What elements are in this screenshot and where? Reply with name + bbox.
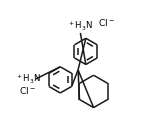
Text: $\mathdefault{Cl^-}$: $\mathdefault{Cl^-}$ xyxy=(19,85,35,96)
Text: $\mathdefault{{}^+H_3N}$: $\mathdefault{{}^+H_3N}$ xyxy=(67,20,93,33)
Text: $\mathdefault{Cl^-}$: $\mathdefault{Cl^-}$ xyxy=(98,17,114,28)
Text: $\mathdefault{{}^+H_3N}$: $\mathdefault{{}^+H_3N}$ xyxy=(16,72,41,86)
